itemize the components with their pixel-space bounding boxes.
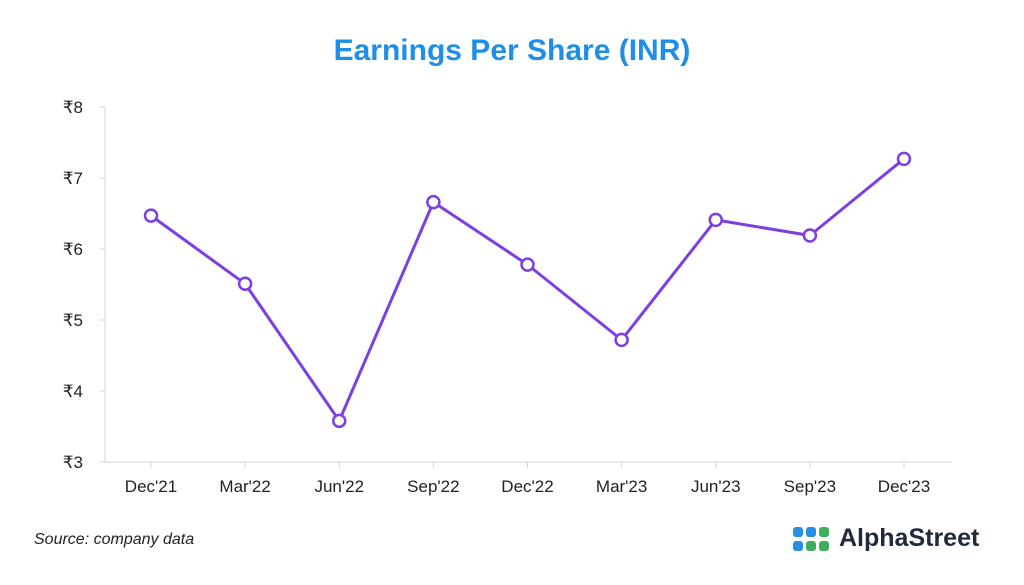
source-note: Source: company data <box>34 531 195 548</box>
x-tick-label: Sep'22 <box>407 477 459 496</box>
y-tick-label: ₹4 <box>63 382 83 401</box>
brand-name: AlphaStreet <box>839 524 980 552</box>
eps-data-point <box>520 257 535 272</box>
x-tick-label: Sep'23 <box>784 477 836 496</box>
eps-data-point <box>896 151 912 167</box>
x-tick-label: Jun'23 <box>691 477 741 496</box>
eps-series-line <box>150 157 905 423</box>
x-tick-label: Dec'21 <box>125 477 177 496</box>
eps-data-point <box>237 276 253 292</box>
x-tick-label: Dec'22 <box>501 477 553 496</box>
x-tick-label: Dec'23 <box>878 477 930 496</box>
eps-data-point <box>426 194 441 210</box>
y-tick-label: ₹5 <box>63 311 83 330</box>
x-tick-label: Mar'23 <box>596 477 647 496</box>
brand-logo: AlphaStreet <box>793 524 979 553</box>
chart-title: Earnings Per Share (INR) <box>333 34 691 67</box>
x-tick-label: Jun'22 <box>314 477 364 496</box>
eps-data-point <box>708 212 723 228</box>
y-tick-label: ₹7 <box>63 169 83 188</box>
eps-data-point <box>802 228 818 243</box>
eps-data-point <box>614 332 629 348</box>
y-tick-label: ₹8 <box>63 98 83 117</box>
alphastreet-logo-icon <box>793 526 829 551</box>
y-tick-label: ₹6 <box>63 240 83 259</box>
eps-data-point <box>143 208 159 223</box>
eps-data-point <box>332 413 347 429</box>
x-tick-label: Mar'22 <box>219 477 270 496</box>
y-tick-label: ₹3 <box>63 453 83 472</box>
